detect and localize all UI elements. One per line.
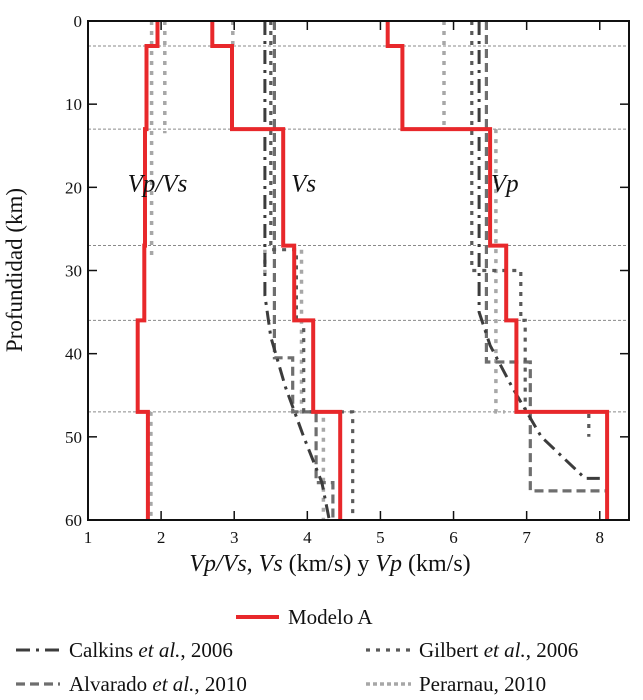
legend-label-perarnau: Perarnau, 2010 — [419, 672, 546, 696]
y-tick-label: 30 — [65, 262, 82, 281]
series-line-modelo-a — [385, 21, 610, 520]
y-tick-label: 0 — [74, 12, 83, 31]
series-line-alvarado — [484, 21, 608, 493]
x-tick-label: 5 — [376, 528, 385, 547]
x-tick-label: 2 — [157, 528, 166, 547]
series-line-modelo-a — [135, 21, 160, 520]
x-axis-label-part: Vp — [375, 551, 402, 577]
legend-label-calkins: Calkins et al., 2006 — [69, 638, 233, 662]
ticks: 1 2 3 4 5 6 7 8 0 10 20 30 40 50 60 — [65, 12, 629, 547]
x-axis-label: Vp/Vs, Vs (km/s) y Vp (km/s) — [189, 551, 470, 577]
annotation-label: Vp — [491, 170, 519, 197]
x-axis-label-part: Vp/Vs — [189, 551, 246, 577]
series-line-alvarado — [272, 21, 335, 520]
y-axis-label: Profundidad (km) — [2, 188, 27, 352]
series-line-calkins — [263, 21, 331, 521]
series-line-modelo-a — [210, 21, 343, 520]
series-line-gilbert — [470, 21, 591, 437]
boundary-lines — [88, 45, 629, 413]
x-axis-label-part: (km/s) y — [283, 551, 376, 577]
x-tick-label: 8 — [596, 528, 605, 547]
y-tick-label: 40 — [65, 345, 82, 364]
legend-label-gilbert: Gilbert et al., 2006 — [419, 638, 578, 662]
plot-frame — [87, 20, 630, 521]
x-tick-label: 3 — [230, 528, 239, 547]
x-tick-label: 4 — [303, 528, 312, 547]
x-axis-label-part: (km/s) — [402, 551, 471, 577]
annotation-label: Vp/Vs — [128, 170, 188, 197]
x-tick-label: 6 — [449, 528, 458, 547]
y-tick-label: 60 — [65, 511, 82, 530]
y-tick-label: 20 — [65, 178, 82, 197]
legend-label-modelo-a: Modelo A — [288, 605, 373, 629]
x-tick-label: 1 — [84, 528, 93, 547]
x-axis-label-part: , — [247, 551, 259, 577]
x-tick-label: 7 — [522, 528, 531, 547]
annotations: Vp/Vs Vs Vp — [128, 170, 519, 197]
legend: Modelo A Calkins et al., 2006 Gilbert et… — [16, 605, 578, 696]
y-tick-label: 50 — [65, 428, 82, 447]
legend-label-alvarado: Alvarado et al., 2010 — [69, 672, 247, 696]
x-axis-label-part: Vs — [259, 551, 283, 577]
series-line-calkins — [477, 21, 600, 480]
annotation-label: Vs — [291, 170, 316, 197]
series-group — [135, 21, 610, 521]
y-tick-label: 10 — [65, 95, 82, 114]
series-line-gilbert — [269, 21, 355, 520]
series-line-perarnau — [442, 21, 505, 414]
